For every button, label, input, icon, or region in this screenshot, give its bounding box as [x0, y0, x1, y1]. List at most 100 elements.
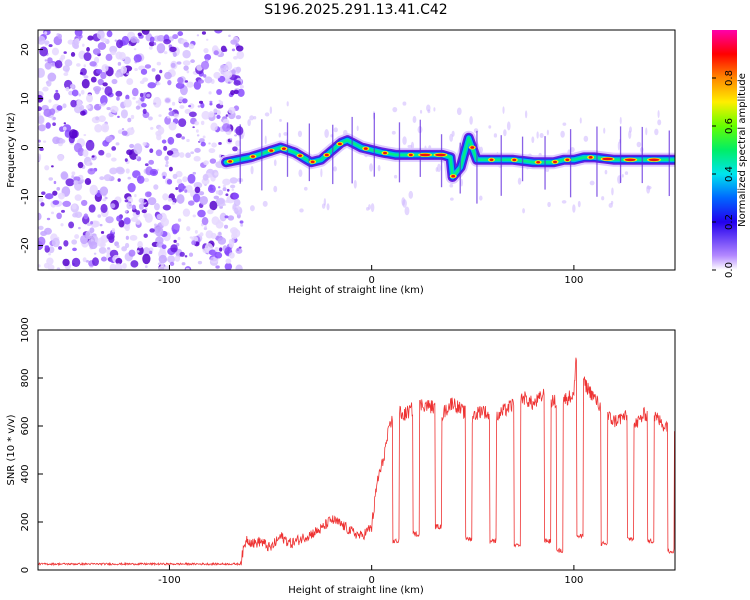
noise-blob	[38, 67, 45, 78]
noise-blob	[57, 33, 62, 39]
noise-blob	[105, 152, 112, 158]
ridge-hotspot-core	[489, 158, 494, 162]
noise-blob	[172, 34, 179, 40]
noise-blob	[99, 223, 103, 227]
noise-blob	[179, 105, 185, 109]
noise-blob	[561, 200, 567, 204]
noise-blob	[54, 60, 63, 69]
noise-blob	[80, 110, 86, 116]
noise-blob	[146, 143, 150, 147]
noise-blob	[46, 217, 51, 221]
noise-blob	[141, 209, 147, 214]
noise-blob	[127, 117, 132, 123]
noise-blob	[111, 78, 118, 85]
noise-blob	[202, 247, 210, 254]
noise-blob	[86, 94, 93, 103]
spectrogram-y-tick-label: 20	[20, 43, 31, 56]
noise-blob	[62, 103, 67, 109]
noise-blob	[90, 220, 94, 225]
noise-blob	[230, 184, 236, 189]
ridge-hotspot-core	[383, 151, 388, 155]
noise-blob	[179, 152, 185, 158]
noise-blob	[182, 60, 191, 66]
noise-blob	[42, 86, 49, 92]
noise-blob	[156, 133, 162, 141]
noise-blob	[123, 217, 131, 225]
noise-blob	[65, 178, 75, 187]
noise-blob	[155, 74, 161, 82]
noise-blob	[124, 158, 128, 162]
noise-blob	[237, 88, 245, 98]
noise-blob	[63, 240, 69, 247]
noise-blob	[224, 48, 228, 52]
noise-blob	[133, 143, 143, 155]
noise-blob	[137, 32, 142, 37]
noise-blob	[139, 92, 144, 98]
noise-blob	[264, 135, 267, 145]
noise-blob	[190, 59, 195, 63]
noise-blob	[71, 204, 77, 210]
noise-blob	[116, 244, 120, 249]
noise-blob	[38, 212, 42, 221]
noise-blob	[62, 258, 70, 267]
noise-blob	[191, 240, 197, 246]
noise-blob	[144, 191, 152, 198]
noise-blob	[125, 168, 130, 174]
noise-blob	[155, 149, 163, 157]
noise-blob	[114, 39, 118, 42]
ridge-hotspot-core	[470, 146, 475, 149]
noise-blob	[186, 226, 191, 232]
noise-blob	[63, 122, 67, 125]
noise-blob	[419, 109, 423, 114]
noise-blob	[163, 38, 171, 45]
noise-blob	[192, 193, 201, 203]
noise-blob	[227, 215, 235, 221]
noise-blob	[130, 114, 135, 120]
ridge-hotspot-core	[298, 154, 303, 157]
noise-blob	[137, 240, 143, 249]
noise-blob	[217, 231, 222, 237]
noise-blob	[121, 35, 130, 46]
noise-blob	[46, 80, 52, 87]
noise-blob	[133, 48, 137, 51]
noise-blob	[40, 230, 48, 237]
noise-blob	[225, 193, 229, 197]
snr-y-tick-label: 1000	[20, 317, 31, 342]
noise-blob	[216, 197, 226, 207]
noise-blob	[162, 175, 166, 179]
noise-blob	[353, 179, 357, 189]
noise-blob	[149, 228, 155, 233]
noise-blob	[167, 197, 172, 202]
noise-blob	[121, 130, 128, 136]
noise-blob	[225, 114, 229, 117]
noise-blob	[101, 104, 105, 107]
noise-blob	[169, 46, 177, 53]
noise-blob	[449, 183, 454, 188]
noise-blob	[107, 247, 111, 250]
noise-blob	[269, 106, 273, 115]
noise-blob	[73, 180, 79, 186]
noise-blob	[194, 147, 201, 153]
noise-blob	[99, 241, 106, 248]
ridge-hotspot-core	[588, 156, 593, 159]
noise-blob	[182, 49, 191, 59]
noise-blob	[493, 133, 498, 138]
noise-blob	[72, 247, 77, 252]
noise-blob	[114, 72, 122, 78]
noise-blob	[167, 255, 176, 263]
noise-blob	[174, 255, 181, 262]
ridge-hotspot-core	[310, 160, 315, 164]
noise-blob	[228, 106, 236, 114]
noise-blob	[86, 47, 90, 52]
noise-blob	[88, 241, 98, 250]
noise-blob	[197, 209, 206, 218]
noise-blob	[209, 102, 213, 106]
noise-blob	[62, 126, 67, 131]
noise-blob	[103, 174, 112, 182]
noise-blob	[147, 197, 157, 206]
noise-blob	[38, 143, 41, 147]
colorbar-tick-label: 0.6	[724, 118, 735, 134]
noise-blob	[76, 99, 83, 107]
noise-blob	[114, 263, 123, 270]
